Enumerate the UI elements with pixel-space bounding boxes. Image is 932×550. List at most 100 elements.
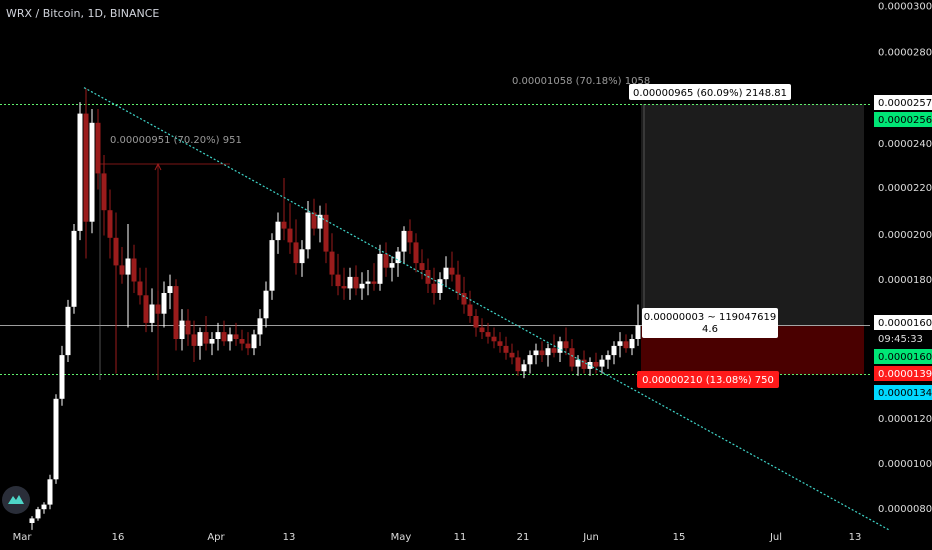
candle — [437, 272, 443, 300]
measure-tools — [99, 162, 230, 380]
candle — [125, 224, 131, 328]
candle — [377, 244, 383, 291]
candle-body — [413, 242, 419, 264]
candle — [485, 322, 491, 344]
candle-body — [275, 221, 281, 241]
candle — [371, 263, 377, 291]
candle-body — [551, 348, 557, 353]
candle — [275, 212, 281, 254]
candle — [395, 247, 401, 277]
candle-body — [629, 339, 635, 349]
candle-body — [311, 212, 317, 229]
candle-body — [227, 334, 233, 342]
candle-body — [353, 276, 359, 289]
candle — [203, 316, 209, 351]
trendline-group — [83, 87, 890, 531]
candle — [233, 322, 239, 346]
candle — [239, 329, 245, 351]
candle-body — [521, 364, 527, 372]
candle — [389, 256, 395, 282]
candle — [353, 265, 359, 296]
stop-label: 0.00000210 (13.08%) 750 — [637, 371, 779, 388]
candle-body — [161, 293, 167, 314]
candle — [227, 327, 233, 351]
price-tick-label: 0.00001342 — [878, 388, 932, 399]
candle — [191, 320, 197, 362]
candle-body — [179, 320, 185, 339]
candle-body — [527, 355, 533, 365]
candle — [545, 343, 551, 367]
candle-body — [395, 251, 401, 264]
candle — [365, 270, 371, 296]
candle-body — [431, 283, 437, 293]
candle-body — [299, 249, 305, 264]
target-zone — [641, 104, 864, 327]
candle-body — [335, 274, 341, 287]
candle-body — [203, 332, 209, 344]
candle-body — [65, 306, 71, 356]
candle — [491, 327, 497, 349]
trendline-line — [83, 87, 890, 531]
price-tick: 09:45:33 — [878, 334, 923, 345]
candle-body — [419, 263, 425, 270]
candle-body — [305, 212, 311, 250]
candle-body — [383, 253, 389, 268]
target-label-bg — [629, 84, 791, 100]
candle-body — [437, 279, 443, 293]
candle-body — [323, 214, 329, 252]
candle-body — [545, 348, 551, 356]
measure-arrow — [154, 162, 162, 171]
candle-body — [191, 334, 197, 346]
candle-body — [503, 345, 509, 353]
candle-body — [467, 304, 473, 316]
candle — [419, 249, 425, 280]
measure-top-label: 0.00000951 (70.20%) 951 — [110, 135, 242, 146]
candle — [593, 352, 599, 374]
candle — [563, 327, 569, 356]
candle — [251, 329, 257, 356]
candle — [473, 309, 479, 337]
candle-body — [77, 113, 83, 231]
candle-body — [245, 343, 251, 349]
candle — [623, 334, 629, 353]
candle-body — [83, 113, 89, 222]
stop-label-bg — [637, 371, 779, 388]
candle — [635, 304, 641, 346]
candle — [425, 258, 431, 293]
candle — [599, 355, 605, 374]
time-tick-label: 16 — [112, 532, 125, 543]
candle — [197, 327, 203, 360]
candle-body — [515, 357, 521, 372]
candle — [101, 155, 107, 236]
time-tick-label: Apr — [207, 532, 225, 543]
candle — [263, 281, 269, 328]
candle — [323, 203, 329, 264]
candle-body — [635, 325, 641, 339]
tradingview-logo[interactable] — [2, 486, 30, 514]
candle-body — [47, 479, 53, 505]
candle — [557, 336, 563, 362]
candle-body — [71, 230, 77, 307]
candle-body — [479, 327, 485, 333]
candle-body — [281, 221, 287, 229]
candle-body — [167, 286, 173, 293]
candle-body — [377, 253, 383, 284]
candle — [503, 336, 509, 360]
candle-body — [89, 122, 95, 222]
candle — [467, 290, 473, 323]
candle-body — [473, 316, 479, 328]
candle-body — [287, 228, 293, 243]
target-label: 0.00000965 (60.09%) 2148.81 — [629, 84, 791, 100]
candle — [77, 102, 83, 241]
candle — [269, 233, 275, 300]
time-tick-label: Mar — [13, 532, 33, 543]
